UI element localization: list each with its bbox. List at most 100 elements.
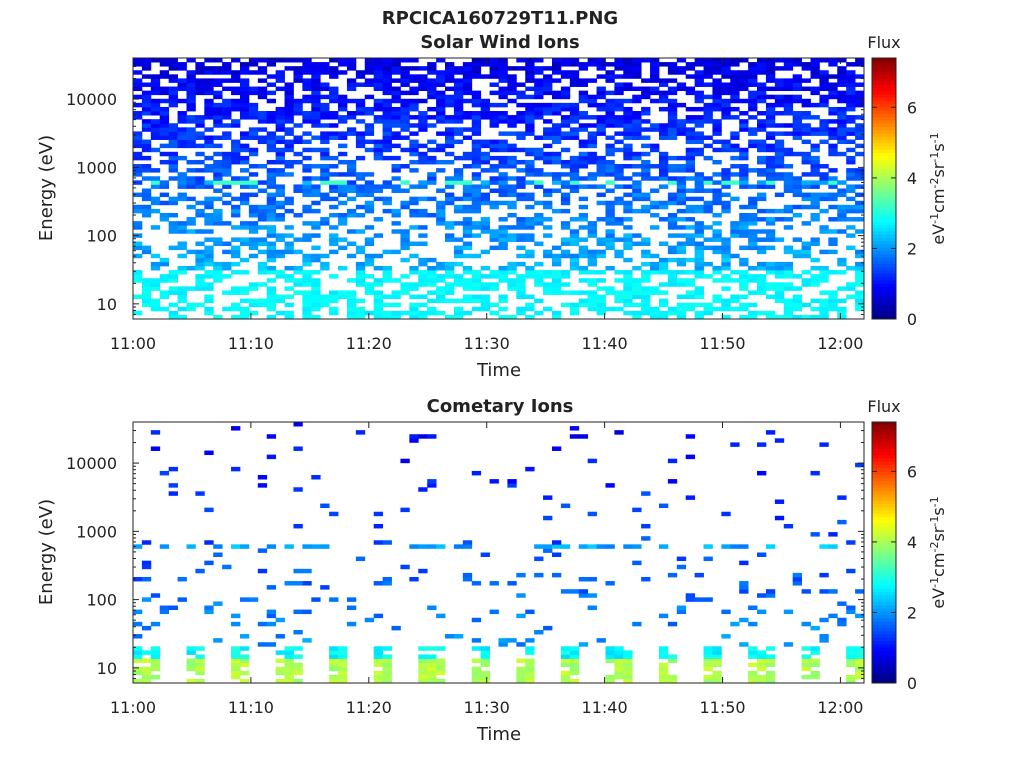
heatmap-cell <box>231 204 241 210</box>
heatmap-cell <box>587 62 597 67</box>
heatmap-cell <box>284 90 294 96</box>
heatmap-cell <box>213 172 223 177</box>
heatmap-cell <box>275 237 285 242</box>
heatmap-cell <box>453 102 464 108</box>
heatmap-cell <box>534 282 544 287</box>
heatmap-cell <box>186 119 196 124</box>
heatmap-cell <box>355 155 366 161</box>
heatmap-cell <box>623 204 633 210</box>
heatmap-cell <box>186 544 196 549</box>
x-tick-label: 11:00 <box>110 334 156 353</box>
heatmap-cell <box>739 164 749 169</box>
heatmap-cell <box>195 678 205 684</box>
heatmap-cell <box>445 180 455 185</box>
heatmap-cell <box>721 249 731 255</box>
heatmap-cell <box>748 78 758 83</box>
heatmap-cell <box>855 200 865 206</box>
heatmap-cell <box>543 143 553 149</box>
heatmap-cell <box>382 302 392 308</box>
heatmap-cell <box>409 306 419 312</box>
heatmap-cell <box>311 475 321 480</box>
heatmap-cell <box>471 278 482 283</box>
heatmap-cell <box>480 306 490 312</box>
y-tick-label: 1000 <box>76 158 117 177</box>
x-tick-label: 11:10 <box>228 698 274 717</box>
heatmap-cell <box>204 180 214 185</box>
heatmap-cell <box>159 106 170 112</box>
heatmap-cell <box>560 180 571 185</box>
heatmap-cell <box>204 249 214 255</box>
heatmap-cell <box>765 123 776 128</box>
heatmap-cell <box>667 310 678 316</box>
heatmap-cell <box>320 151 330 157</box>
heatmap-cell <box>355 270 366 275</box>
heatmap-cell <box>186 127 196 132</box>
heatmap-cell <box>810 180 820 185</box>
heatmap-cell <box>373 310 384 316</box>
heatmap-cell <box>819 249 829 255</box>
heatmap-cell <box>204 143 214 149</box>
heatmap-cell <box>462 245 473 251</box>
colorbar-segment <box>872 305 896 310</box>
heatmap-cell <box>257 66 268 71</box>
heatmap-cell <box>507 225 517 230</box>
heatmap-cell <box>231 196 241 202</box>
heatmap-cell <box>667 678 678 684</box>
heatmap-cell <box>311 188 321 193</box>
heatmap-cell <box>436 544 446 549</box>
heatmap-cell <box>623 274 633 279</box>
heatmap-cell <box>186 74 196 79</box>
heatmap-cell <box>846 282 856 287</box>
colorbar-segment <box>872 58 896 62</box>
heatmap-cell <box>516 131 526 136</box>
heatmap-cell <box>355 204 366 210</box>
heatmap-cell <box>257 483 268 488</box>
heatmap-cell <box>694 221 704 226</box>
heatmap-cell <box>525 306 535 312</box>
heatmap-cell <box>373 184 384 189</box>
heatmap-cell <box>257 548 268 553</box>
heatmap-cell <box>471 131 482 136</box>
heatmap-cell <box>641 491 651 496</box>
heatmap-cell <box>373 674 384 680</box>
heatmap-cell <box>471 58 482 63</box>
colorbar-segment <box>872 67 896 72</box>
heatmap-cell <box>783 270 794 275</box>
heatmap-cell <box>623 670 633 676</box>
heatmap-cell <box>275 127 285 132</box>
heatmap-cell <box>418 282 428 287</box>
heatmap-cell <box>400 111 410 116</box>
heatmap-cell <box>551 282 562 287</box>
heatmap-cell <box>765 147 776 153</box>
heatmap-cell <box>730 233 740 238</box>
heatmap-cell <box>302 302 312 308</box>
heatmap-cell <box>560 503 571 509</box>
heatmap-cell <box>364 225 375 230</box>
heatmap-cell <box>774 151 785 157</box>
heatmap-cell <box>213 94 223 100</box>
heatmap-cell <box>204 270 214 275</box>
heatmap-cell <box>159 290 170 295</box>
heatmap-cell <box>587 233 597 238</box>
heatmap-cell <box>248 241 259 246</box>
heatmap-cell <box>293 249 303 255</box>
heatmap-cell <box>819 78 829 83</box>
heatmap-cell <box>382 82 392 87</box>
heatmap-cell <box>364 200 375 206</box>
heatmap-cell <box>525 106 535 112</box>
heatmap-cell <box>650 62 660 67</box>
heatmap-cell <box>436 290 446 295</box>
heatmap-cell <box>338 200 348 206</box>
heatmap-cell <box>748 278 758 283</box>
heatmap-cell <box>427 66 437 71</box>
heatmap-cell <box>587 278 597 283</box>
heatmap-cell <box>293 111 303 116</box>
heatmap-cell <box>186 196 196 202</box>
heatmap-cell <box>204 257 214 263</box>
heatmap-cell <box>632 66 642 71</box>
heatmap-cell <box>819 310 829 316</box>
heatmap-cell <box>462 184 473 189</box>
colorbar-segment <box>872 510 896 514</box>
heatmap-cell <box>222 221 232 226</box>
heatmap-cell <box>569 159 580 165</box>
